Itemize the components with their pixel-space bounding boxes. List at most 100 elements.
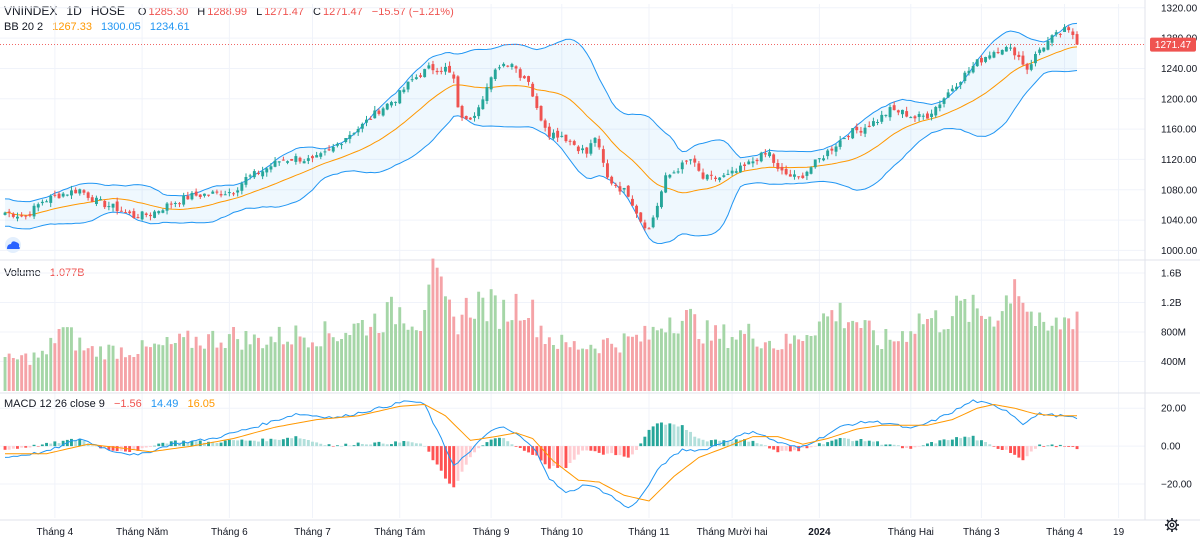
volume-bar — [751, 338, 755, 391]
candle — [635, 205, 638, 214]
macd-histogram-bar — [132, 446, 136, 450]
macd-histogram-bar — [61, 440, 65, 447]
macd-histogram-bar — [53, 441, 57, 447]
macd-histogram-bar — [74, 439, 78, 447]
candle — [115, 201, 119, 212]
candle — [186, 195, 190, 200]
volume-bar — [103, 359, 107, 391]
candle — [365, 119, 368, 123]
macd-histogram-bar — [394, 441, 397, 447]
candle — [880, 114, 884, 122]
candle — [689, 159, 692, 161]
candle — [564, 134, 568, 142]
volume-bar — [788, 343, 792, 391]
candle — [739, 165, 742, 173]
volume-bar — [859, 328, 863, 391]
candle — [190, 192, 194, 200]
candle — [427, 65, 431, 69]
volume-bar — [111, 345, 115, 391]
macd-histogram-bar — [610, 446, 614, 454]
time-tick-label: 2024 — [808, 527, 831, 538]
volume-bar — [888, 339, 892, 391]
candle — [369, 118, 373, 120]
candle — [460, 106, 464, 118]
bb-legend[interactable]: BB 20 2 1267.33 1300.05 1234.61 — [4, 21, 192, 33]
macd-histogram-bar — [306, 440, 310, 447]
volume-bar — [618, 352, 622, 391]
macd-histogram-bar — [1009, 446, 1012, 453]
volume-bar — [419, 331, 422, 391]
macd-histogram-bar — [901, 446, 904, 449]
price-tick-label: 1200.00 — [1161, 94, 1198, 105]
macd-histogram-bar — [776, 446, 780, 453]
macd-histogram-bar — [606, 446, 609, 454]
volume-bar — [115, 358, 119, 391]
macd-histogram-bar — [24, 446, 28, 448]
volume-bar — [369, 326, 373, 391]
macd-histogram-bar — [344, 443, 348, 446]
volume-bar — [223, 348, 227, 391]
macd-histogram-bar — [917, 446, 921, 447]
volume-bar — [306, 347, 310, 391]
candle — [290, 159, 294, 161]
volume-bar — [373, 313, 377, 391]
macd-histogram-bar — [838, 438, 842, 446]
volume-bar — [901, 331, 904, 391]
volume-bar — [348, 335, 352, 391]
candle — [921, 115, 925, 117]
volume-bar — [576, 349, 580, 391]
candle — [165, 203, 169, 211]
volume-bar — [327, 333, 331, 391]
candle — [219, 194, 223, 196]
candle — [631, 198, 634, 206]
macd-histogram-bar — [381, 443, 385, 447]
volume-bar — [967, 321, 971, 391]
macd-histogram-bar — [564, 446, 568, 468]
volume-bar — [344, 332, 348, 391]
gear-icon[interactable] — [1165, 518, 1179, 532]
candle — [373, 110, 377, 119]
volume-bar — [601, 339, 605, 391]
tradingview-cloud-icon[interactable] — [5, 237, 21, 253]
macd-histogram-bar — [709, 440, 713, 447]
volume-bar — [277, 326, 281, 391]
macd-histogram-bar — [481, 445, 485, 447]
volume-bar — [460, 314, 464, 391]
macd-histogram-bar — [909, 446, 913, 449]
macd-histogram-bar — [527, 446, 530, 453]
volume-bar — [161, 345, 165, 391]
volume-bar — [1042, 321, 1046, 391]
candle — [942, 98, 946, 104]
candle — [74, 189, 78, 194]
candle — [178, 203, 181, 205]
macd-histogram-bar — [236, 440, 240, 446]
macd-histogram-bar — [3, 446, 7, 450]
volume-bar — [581, 348, 584, 391]
candle — [755, 159, 759, 162]
macd-histogram-bar — [173, 440, 177, 447]
volume-bar — [194, 336, 198, 391]
volume-bar — [1017, 296, 1021, 391]
volume-bar — [1000, 311, 1004, 391]
candle — [576, 146, 580, 152]
volume-bar — [381, 332, 385, 391]
macd-histogram-bar — [1021, 446, 1025, 461]
macd-histogram-bar — [905, 446, 909, 448]
candle — [759, 152, 763, 162]
candle — [606, 163, 609, 178]
time-tick-label: 19 — [1113, 527, 1125, 538]
volume-bar — [406, 329, 410, 391]
volume-bar — [560, 334, 564, 391]
candle — [468, 117, 472, 120]
macd-histogram-bar — [456, 446, 460, 481]
volume-bar — [755, 346, 759, 391]
candle — [244, 177, 248, 185]
volume-bar — [464, 297, 468, 391]
volume-bar — [311, 342, 314, 391]
macd-histogram-bar — [1038, 444, 1042, 447]
volume-bar — [531, 299, 535, 391]
macd-histogram-bar — [1017, 446, 1021, 458]
volume-bar — [90, 346, 94, 391]
macd-histogram-bar — [967, 437, 971, 447]
